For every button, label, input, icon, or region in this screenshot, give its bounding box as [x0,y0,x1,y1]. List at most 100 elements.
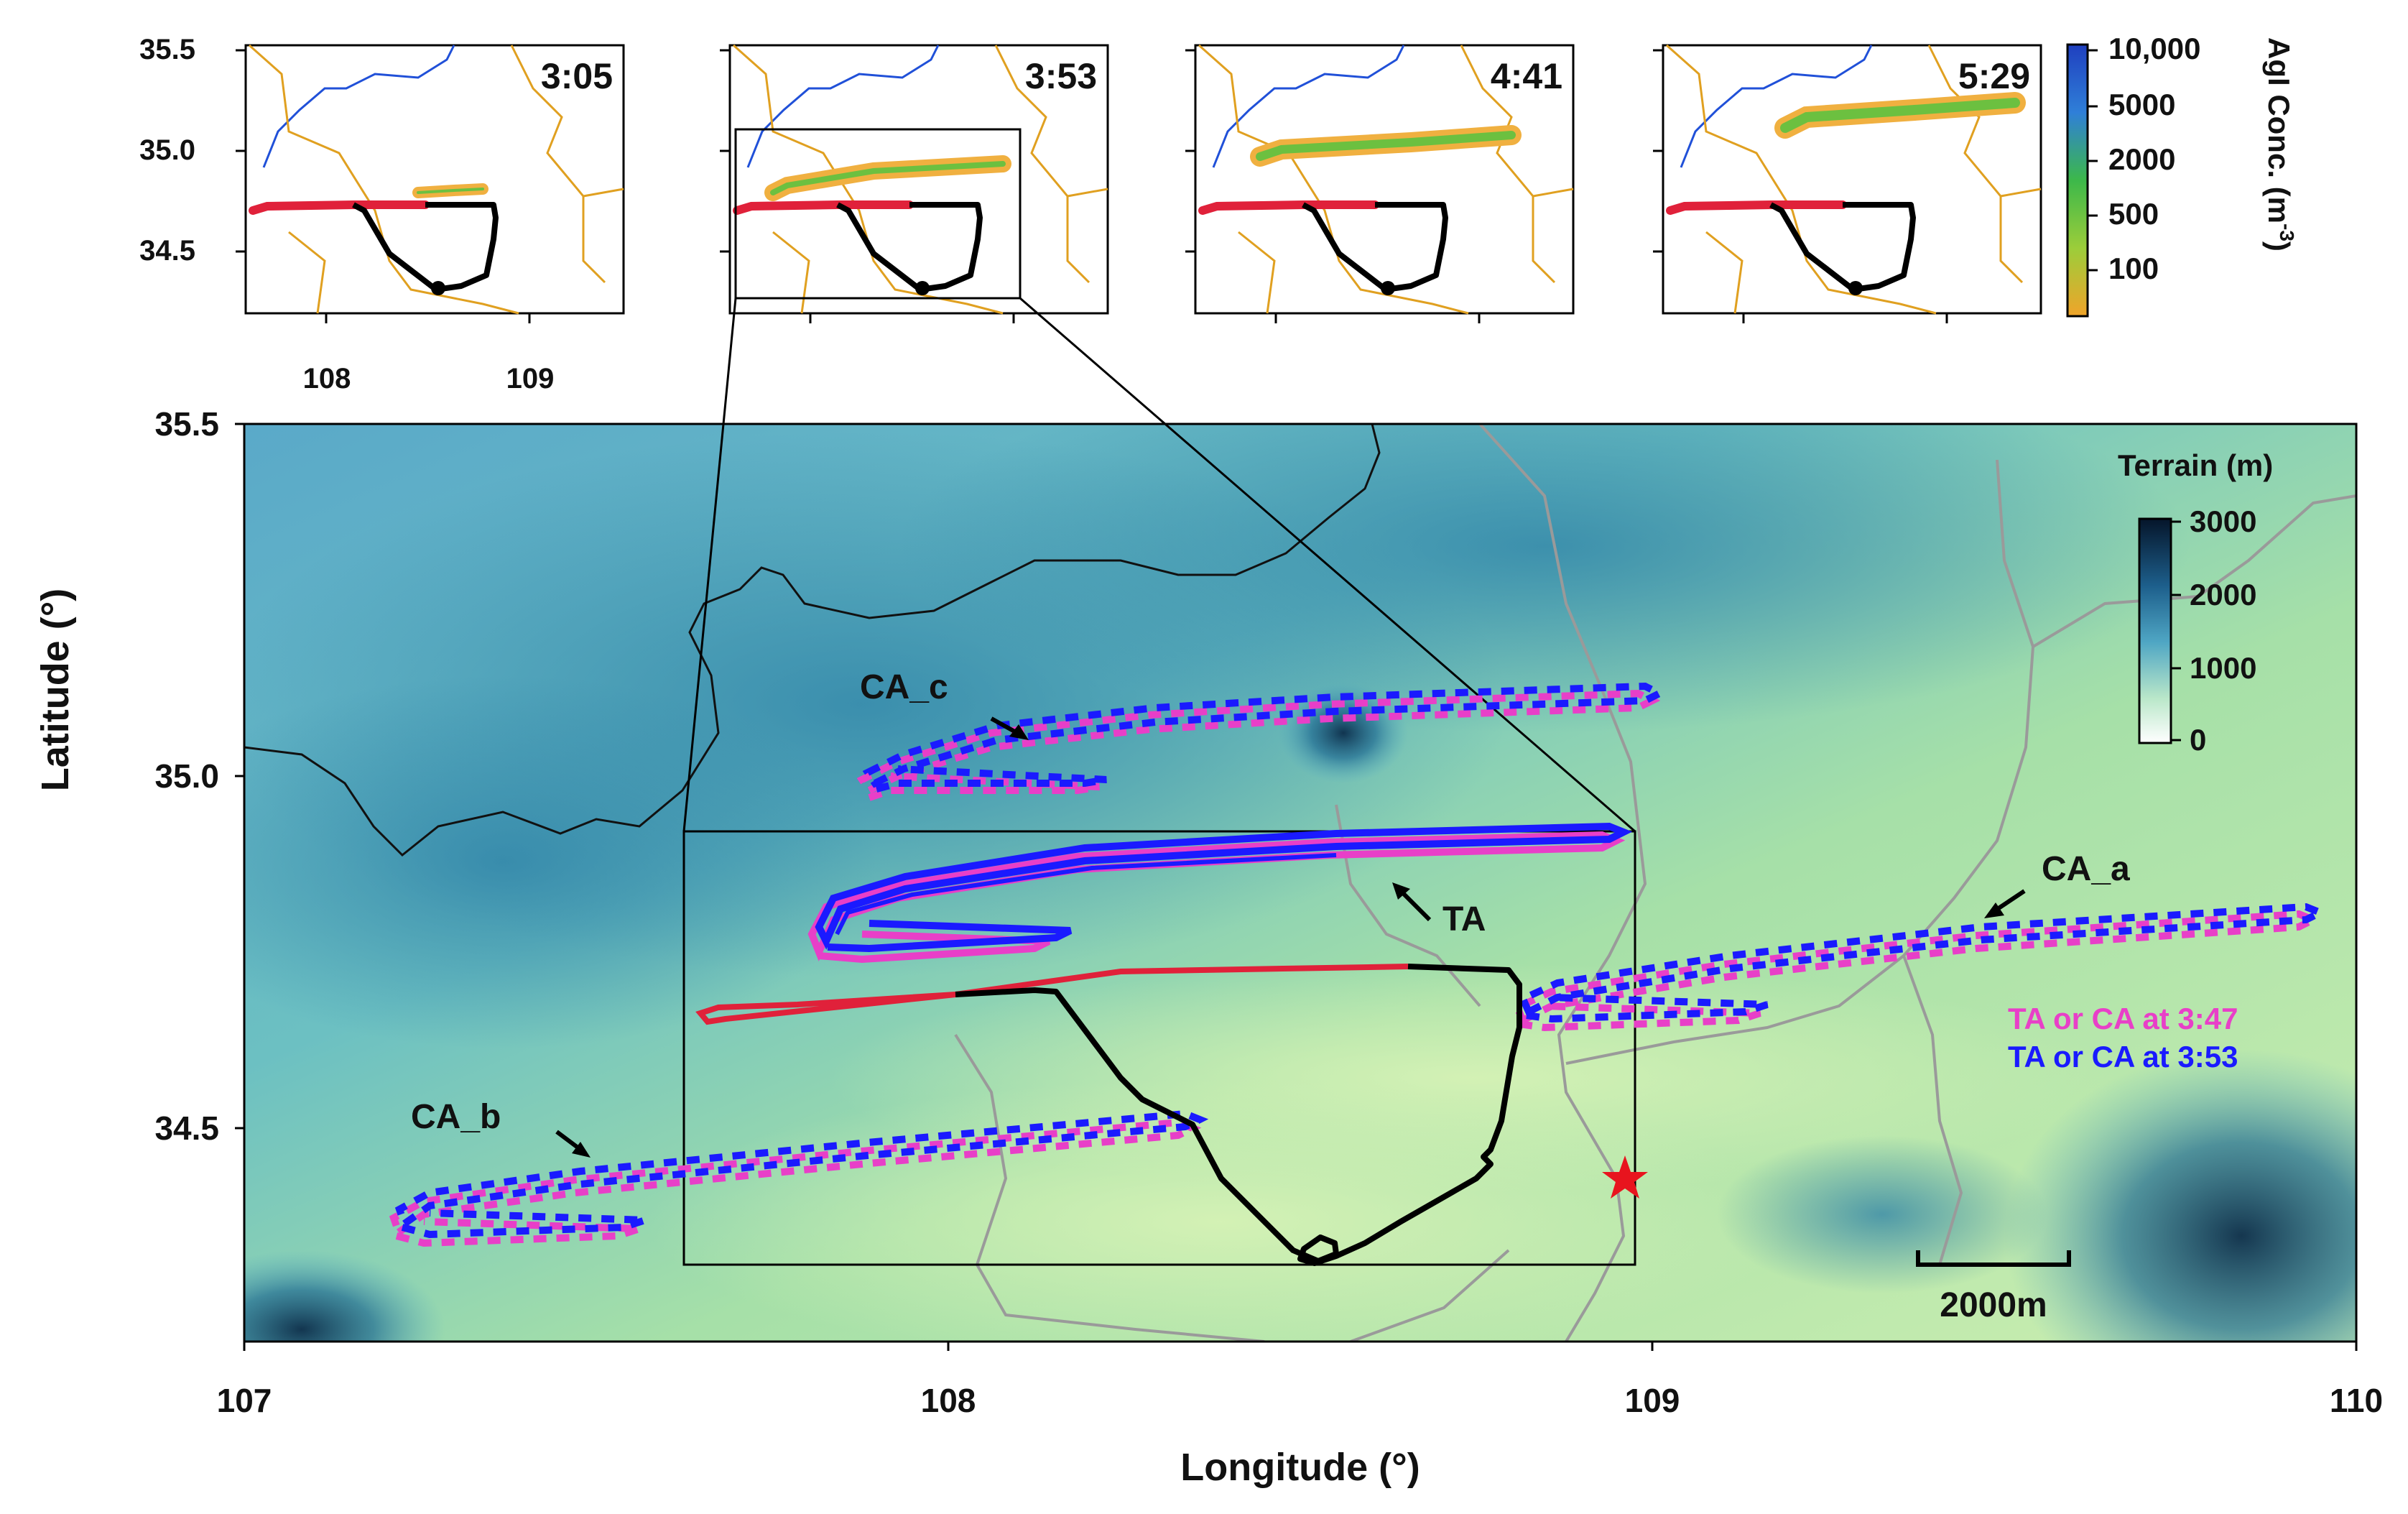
terrain-legend-title: Terrain (m) [2118,448,2273,482]
province-boundary-northwest [244,424,1381,857]
inset-boundary [2000,188,2042,198]
ytick-35.5: 35.5 [154,405,219,443]
inset-river [262,45,455,168]
inset-track-black [352,202,499,292]
label-ca-c: CA_c [860,668,948,706]
inset-time-label: 3:05 [541,56,613,96]
arrow-ca-a-head [1984,903,2004,918]
zoom-connector-right [1019,297,1636,833]
main-map [235,297,2358,1351]
inset-loop-marker [431,281,445,295]
inset-panel-4: 5:29 [1653,44,2042,323]
xtick-108: 108 [921,1382,976,1419]
scale-bar-label: 2000m [1940,1286,2047,1324]
inset-boundary [994,45,1090,284]
terrain-colorbar [2138,517,2172,744]
inset-track-black [1769,202,1916,292]
inset-time-label: 5:29 [1958,56,2030,96]
inset-boundary [1927,45,2024,284]
legend-ta-ca-3-53: TA or CA at 3:53 [2008,1040,2238,1074]
conc-tick-10000: 10,000 [2108,32,2200,65]
inset-panel-1: 3:05 [236,44,625,323]
inset-xtick-109: 109 [506,363,555,394]
concentration-colorbar [2066,43,2098,318]
inset-time-label: 4:41 [1491,56,1562,96]
inset-plume-core [770,161,1006,195]
inset-track-black [836,202,983,292]
province-boundary-east [1478,424,1647,1342]
plume-ca-b [389,1109,1209,1247]
inset-boundary [288,231,326,314]
terrain-tick-3000: 3000 [2190,504,2256,538]
x-axis-label: Longitude (°) [1180,1446,1420,1489]
inset-boundary [1198,44,1469,315]
legend-ta-ca-3-47: TA or CA at 3:47 [2008,1002,2238,1035]
inset-xtick-108: 108 [303,363,351,394]
inset-loop-marker [915,281,930,295]
inset-boundary [1067,188,1108,198]
inset-loop-marker [1381,281,1395,295]
inset-plume-core [417,188,484,194]
inset-track-red [1666,200,1847,215]
mountain-southeast [2004,1049,2356,1342]
inset-boundary [583,188,624,198]
inset-boundary [510,45,606,284]
label-ta: TA [1443,900,1486,938]
inset-plume-core [1780,98,2020,133]
xtick-110: 110 [2330,1382,2383,1419]
conc-tick-500: 500 [2108,197,2159,231]
y-axis-label: Latitude (°) [34,588,77,792]
arrow-ta-head [1392,882,1410,900]
inset-river [1212,45,1405,168]
arrow-ca-c-head [1009,724,1029,740]
inset-track-black [1302,202,1448,292]
conc-tick-5000: 5000 [2108,88,2175,121]
inset-river [746,45,940,168]
inset-track-red [249,200,430,215]
flight-track-black [955,964,1522,1266]
plume-ca-a [1512,903,2330,1032]
inset-boundary [249,44,519,315]
inset-ytick-35.0: 35.0 [139,134,195,166]
conc-tick-100: 100 [2108,251,2159,285]
inset-boundary [772,231,810,314]
inset-plume-core [1256,131,1516,161]
scale-bar [1916,1250,2071,1267]
inset-boundary [1460,45,1556,284]
arrow-ca-b-head [572,1142,591,1158]
inset-panel-3: 4:41 [1185,44,1575,323]
inset-track-red [733,200,914,215]
inset-boundary [1238,231,1276,314]
inset-boundary [1666,44,1937,315]
conc-tick-2000: 2000 [2108,142,2175,176]
inset-ytick-35.5: 35.5 [139,34,195,65]
inset-boundary [1705,231,1744,314]
label-ca-a: CA_a [2042,850,2130,888]
ytick-34.5: 34.5 [154,1109,219,1147]
flight-track-red [695,964,1409,1025]
zoom-connector-left [682,297,737,832]
xtick-107: 107 [217,1382,272,1419]
inset-ytick-34.5: 34.5 [139,235,195,267]
main-map-frame [243,423,2358,1343]
plume-ca-c [856,682,1668,801]
inset-track-red [1198,200,1379,215]
inset-boundary [1532,188,1574,198]
inset-river [1680,45,1873,168]
inset-panel-2: 3:53 [720,44,1109,323]
conc-legend-title: AgI Conc. (m-3) [2262,37,2298,251]
inset-panels: 3:05 3:53 4:41 5:29 [236,44,2042,323]
xtick-109: 109 [1625,1382,1680,1419]
plume-ta [807,822,1633,964]
inset-time-label: 3:53 [1025,56,1097,96]
inset-loop-marker [1848,281,1863,295]
mountain-southwest [244,1250,445,1342]
terrain-tick-1000: 1000 [2190,651,2256,685]
terrain-tick-0: 0 [2190,723,2206,757]
ytick-35.0: 35.0 [154,757,219,795]
inset-zoom-box [734,128,1022,300]
terrain-tick-2000: 2000 [2190,578,2256,611]
label-ca-b: CA_b [411,1098,501,1136]
star-marker [1602,1155,1648,1199]
